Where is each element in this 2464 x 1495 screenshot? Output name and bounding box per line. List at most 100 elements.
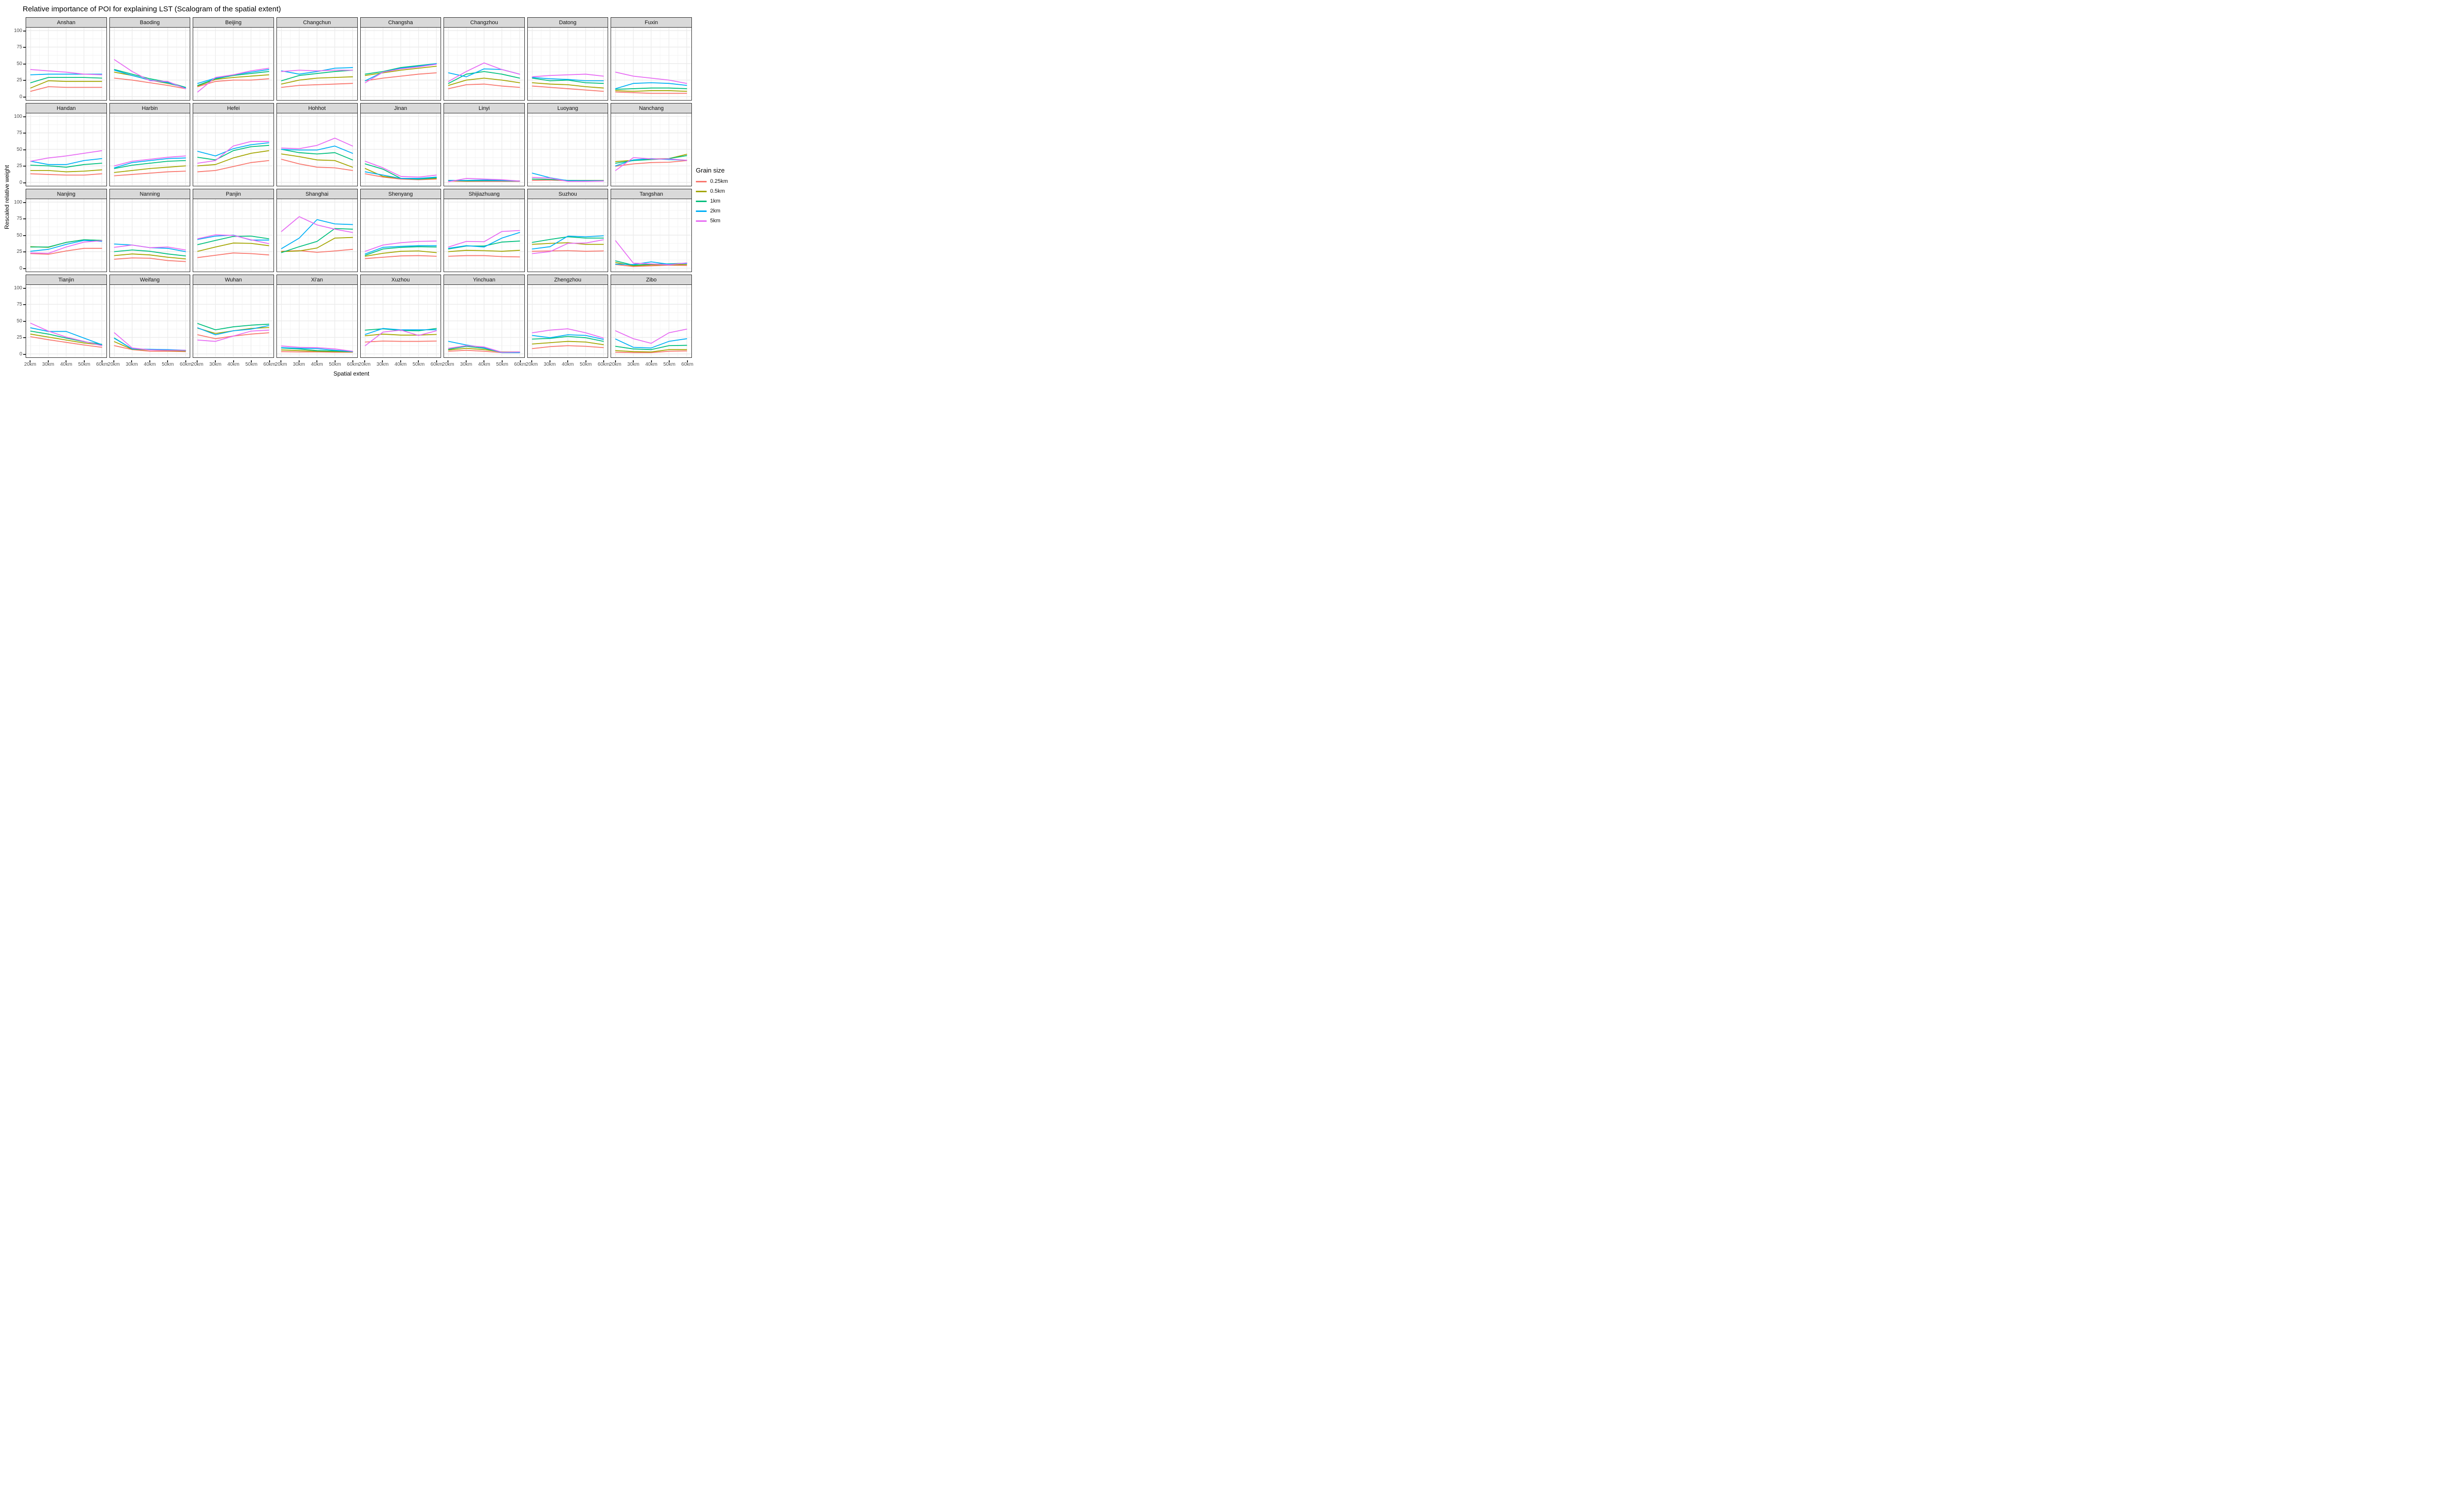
facet-plot-area [611,199,692,272]
series-line-0.25km [364,255,437,259]
facet-panel-Yinchuan: Yinchuan [444,275,525,358]
series-line-0.5km [281,76,353,85]
series-line-1km [532,236,604,243]
facet-panel-Jinan: Jinan [360,103,442,186]
legend-swatch-icon [696,210,707,212]
facet-panel-Zhengzhou: Zhengzhou [527,275,609,358]
series-line-2km [364,245,437,255]
series-line-0.5km [615,349,687,352]
x-tick-label: 60km [514,362,526,367]
legend-swatch-icon [696,190,707,192]
series-line-0.25km [281,351,353,353]
series-line-0.25km [197,78,270,87]
series-line-2km [448,232,520,249]
facet-plot-Anshan [26,28,106,100]
legend-entry-0.25km: 0.25km [696,178,730,184]
x-tick-mark [298,360,300,362]
facet-plot-area [360,284,442,358]
series-line-5km [615,157,687,171]
x-tick-label: 50km [245,362,258,367]
x-tick-label: 40km [645,362,657,367]
x-tick-label: 50km [78,362,91,367]
y-tick-mark [23,287,26,289]
facet-strip-Linyi: Linyi [444,103,525,113]
series-line-5km [281,346,353,352]
facet-plot-Shenyang [360,199,441,271]
series-line-0.25km [113,257,186,262]
x-tick-label: 40km [143,362,156,367]
x-tick-mark [615,360,616,362]
facet-strip-Baoding: Baoding [109,17,191,27]
y-tick-mark [23,47,26,48]
facet-plot-Zibo [611,285,691,357]
facet-plot-area [360,27,442,101]
y-axis-ticks: 100 75 50 25 0 [11,189,26,272]
y-axis-ticks: 100 75 50 25 0 [11,103,26,186]
series-line-2km [532,77,604,81]
facet-plot-Fuxin [611,28,691,100]
series-line-1km [197,323,270,330]
y-tick-label: 100 [14,113,22,119]
facet-plot-area [527,284,609,358]
x-tick-mark [519,360,521,362]
y-tick-mark [23,96,26,98]
facet-plot-Suzhou [527,199,608,271]
series-line-0.25km [532,250,604,252]
facet-panel-Changchun: Changchun [276,17,358,101]
y-axis-title-text: Rescaled relative weight [3,165,11,230]
facet-panel-Shijiazhuang: Shijiazhuang [444,189,525,272]
series-line-5km [364,64,437,83]
series-line-2km [197,142,270,157]
y-tick-label: 25 [16,163,22,169]
x-tick-label: 50km [580,362,592,367]
x-tick-mark [686,360,688,362]
x-tick-label: 60km [347,362,359,367]
series-line-0.5km [364,66,437,76]
series-line-1km [30,239,103,248]
facet-row-1: 100 75 50 25 0 Anshan Baoding Beijing Changchun C… [11,17,692,101]
x-tick-label: 50km [496,362,509,367]
series-line-5km [448,178,520,182]
facet-strip-Suzhou: Suzhou [527,189,609,199]
series-line-0.5km [448,77,520,86]
x-tick-label: 30km [293,362,305,367]
series-line-0.5km [281,349,353,352]
facet-panel-Zibo: Zibo [611,275,692,358]
facet-panel-Shanghai: Shanghai [276,189,358,272]
facet-plot-area [276,199,358,272]
legend-entry-2km: 2km [696,208,730,214]
series-line-0.5km [281,153,353,168]
y-tick-mark [23,202,26,203]
y-tick-label: 25 [16,335,22,340]
facet-plot-Nanchang [611,113,691,185]
series-line-1km [30,77,103,83]
legend-swatch-icon [696,220,707,222]
x-axis-labels-col-6: 20km 30km 40km 50km 60km [442,360,526,368]
y-tick-mark [23,235,26,236]
series-line-0.25km [197,252,270,258]
y-tick-mark [23,218,26,219]
legend-label: 2km [710,208,720,214]
x-tick-mark [650,360,652,362]
facet-strip-Jinan: Jinan [360,103,442,113]
facet-plot-Changchun [276,28,357,100]
series-line-0.25km [30,336,103,348]
series-line-5km [197,329,270,342]
facet-panel-Tangshan: Tangshan [611,189,692,272]
series-line-2km [615,338,687,348]
facet-plot-Changzhou [444,28,524,100]
x-tick-mark [167,360,169,362]
facet-plot-Shijiazhuang [444,199,524,271]
x-tick-label: 60km [681,362,693,367]
facet-panel-Linyi: Linyi [444,103,525,186]
series-line-0.25km [615,91,687,94]
y-tick-mark [23,149,26,150]
x-tick-label: 50km [412,362,425,367]
series-line-2km [364,171,437,179]
x-tick-mark [316,360,318,362]
series-line-0.5km [197,150,270,167]
facet-plot-area [444,284,525,358]
x-tick-label: 20km [442,362,454,367]
series-line-0.25km [448,255,520,258]
facet-plot-area [109,27,191,101]
